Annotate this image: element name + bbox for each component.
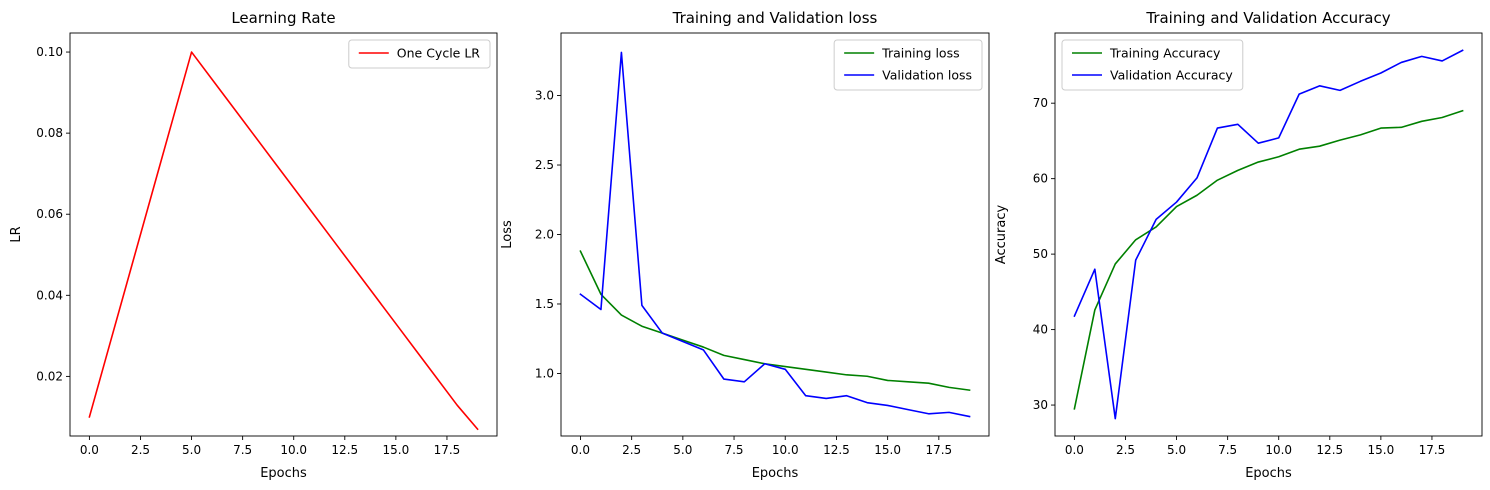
x-tick-label: 7.5 [233, 443, 252, 457]
chart-title: Learning Rate [231, 9, 335, 27]
x-tick-label: 10.0 [280, 443, 307, 457]
legend-box [348, 39, 491, 69]
y-tick-label: 0.06 [36, 207, 63, 221]
x-tick-label: 15.0 [383, 443, 410, 457]
chart-panel-2: 0.0 2.5 5.0 7.5 10.0 12.5 15.0 17.5 1.0 1.5 2.0 2.5… [500, 9, 990, 481]
x-tick-label: 2.5 [1116, 443, 1135, 457]
y-tick-label: 0.08 [36, 126, 63, 140]
x-tick-label: 17.5 [1419, 443, 1446, 457]
y-tick-label: 2.0 [535, 228, 554, 242]
x-tick-label: 7.5 [724, 443, 743, 457]
y-tick-label: 1.5 [535, 297, 554, 311]
x-tick-label: 5.0 [1167, 443, 1186, 457]
legend: Training Accuracy Validation Accuracy [1061, 39, 1244, 91]
x-tick-label: 10.0 [772, 443, 799, 457]
x-tick-label: 17.5 [434, 443, 461, 457]
y-tick-label: 2.5 [535, 158, 554, 172]
y-axis-label: Accuracy [994, 205, 1009, 265]
x-tick-label: 7.5 [1218, 443, 1237, 457]
legend-entry: Training Accuracy [1109, 46, 1221, 61]
legend-entry: Validation loss [882, 68, 972, 83]
y-axis-label: Loss [500, 220, 515, 249]
x-tick-label: 5.0 [182, 443, 201, 457]
series-line-1 [88, 51, 479, 431]
x-tick-label: 17.5 [925, 443, 952, 457]
y-tick-label: 0.10 [36, 45, 63, 59]
x-axis-label: Epochs [260, 466, 307, 481]
y-axis-label: LR [9, 226, 24, 242]
legend-box [1061, 39, 1244, 91]
x-tick-label: 2.5 [131, 443, 150, 457]
legend-entry: Training loss [881, 46, 959, 61]
y-tick-label: 60 [1033, 172, 1048, 186]
x-tick-label: 0.0 [1065, 443, 1084, 457]
y-tick-label: 0.02 [36, 369, 63, 383]
y-tick-label: 0.04 [36, 288, 63, 302]
series-line-2 [579, 51, 971, 418]
y-tick-label: 30 [1033, 398, 1048, 412]
legend-entry: One Cycle LR [397, 46, 481, 61]
y-tick-label: 3.0 [535, 89, 554, 103]
x-tick-label: 12.5 [331, 443, 358, 457]
chart-title: Training and Validation loss [672, 9, 878, 27]
legend-entry: Validation Accuracy [1110, 68, 1233, 83]
axes-frame [1054, 32, 1483, 437]
x-tick-label: 0.0 [80, 443, 99, 457]
y-tick-label: 70 [1033, 96, 1048, 110]
x-tick-label: 15.0 [1368, 443, 1395, 457]
y-tick-label: 40 [1033, 323, 1048, 337]
series-line-2 [1073, 49, 1464, 420]
x-axis-label: Epochs [752, 466, 799, 481]
chart-title: Training and Validation Accuracy [1145, 9, 1390, 27]
axes-frame [69, 32, 498, 437]
x-tick-label: 10.0 [1265, 443, 1292, 457]
legend: Training loss Validation loss [833, 39, 983, 91]
y-tick-label: 50 [1033, 247, 1048, 261]
x-tick-label: 5.0 [673, 443, 692, 457]
chart-panel-1: 0.0 2.5 5.0 7.5 10.0 12.5 15.0 17.5 0.02 0.04 0.06… [9, 9, 498, 481]
chart-panel-3: 0.0 2.5 5.0 7.5 10.0 12.5 15.0 17.5 30 40 50 60 70 Tr… [994, 9, 1483, 481]
x-axis-label: Epochs [1245, 466, 1292, 481]
y-tick-label: 1.0 [535, 366, 554, 380]
x-tick-label: 12.5 [1316, 443, 1343, 457]
x-tick-label: 0.0 [571, 443, 590, 457]
x-tick-label: 15.0 [874, 443, 901, 457]
series-line-1 [579, 250, 971, 392]
x-tick-label: 2.5 [622, 443, 641, 457]
legend: One Cycle LR [348, 39, 491, 69]
series-line-1 [1073, 109, 1464, 410]
x-tick-label: 12.5 [823, 443, 850, 457]
